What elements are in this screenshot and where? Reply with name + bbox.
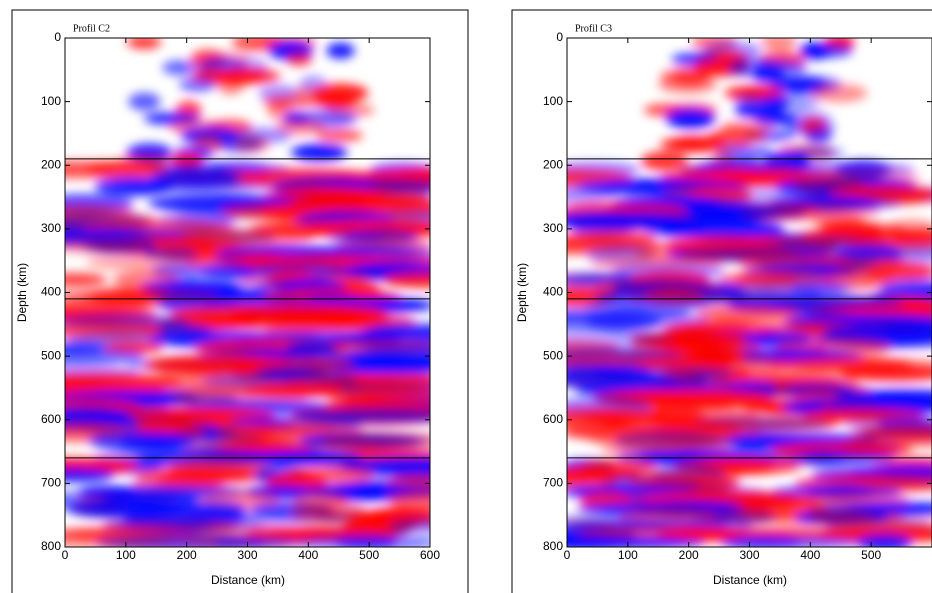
wave-blob: [382, 271, 430, 288]
wave-blob: [567, 534, 640, 547]
y-tick-label: 800: [41, 539, 61, 553]
y-axis-label: Depth (km): [515, 263, 529, 322]
x-tick-label: 300: [237, 548, 257, 562]
x-axis-label: Distance (km): [211, 573, 285, 587]
y-tick-label: 0: [556, 30, 563, 44]
wave-blob: [128, 92, 161, 111]
wave-blob: [840, 364, 932, 382]
wave-blob: [65, 163, 117, 176]
x-tick-label: 600: [420, 548, 440, 562]
wave-blob: [662, 388, 776, 409]
wave-blob: [657, 75, 718, 94]
wave-blob: [179, 77, 216, 92]
wave-blob: [811, 83, 868, 103]
y-tick-label: 600: [41, 412, 61, 426]
wave-blob: [162, 60, 197, 76]
y-tick-label: 700: [543, 476, 563, 490]
wave-blob: [665, 108, 716, 129]
x-tick-label: 500: [861, 548, 881, 562]
wave-blob: [387, 490, 430, 511]
y-tick-label: 600: [543, 412, 563, 426]
wave-blob: [640, 151, 688, 171]
x-tick-label: 0: [62, 548, 69, 562]
y-tick-label: 500: [543, 348, 563, 362]
x-tick-label: 400: [800, 548, 820, 562]
x-tick-label: 100: [618, 548, 638, 562]
panel-frame: [11, 9, 469, 593]
wave-blob: [233, 135, 271, 154]
y-tick-label: 100: [41, 94, 61, 108]
y-tick-label: 0: [54, 30, 61, 44]
wave-blob: [696, 305, 802, 323]
x-axis-label: Distance (km): [713, 573, 787, 587]
x-tick-label: 200: [679, 548, 699, 562]
y-tick-label: 700: [41, 476, 61, 490]
wave-blob: [286, 52, 313, 67]
wave-blob: [200, 263, 256, 280]
wave-blob: [644, 220, 705, 238]
y-tick-label: 400: [543, 285, 563, 299]
y-tick-label: 800: [543, 539, 563, 553]
wave-blob: [213, 536, 299, 547]
wave-blob: [721, 535, 800, 547]
y-tick-label: 300: [543, 221, 563, 235]
wave-blob: [315, 129, 364, 143]
panel-title: Profil C3: [575, 23, 612, 34]
x-tick-label: 100: [116, 548, 136, 562]
panel-frame: [511, 9, 932, 593]
wave-blob: [224, 312, 391, 332]
panel-title: Profil C2: [73, 23, 110, 34]
y-tick-label: 100: [543, 94, 563, 108]
y-tick-label: 400: [41, 285, 61, 299]
wave-blob: [336, 535, 398, 547]
wave-blob: [567, 186, 617, 203]
x-tick-label: 0: [564, 548, 571, 562]
wave-blob: [65, 535, 182, 547]
x-tick-label: 400: [298, 548, 318, 562]
x-tick-label: 500: [359, 548, 379, 562]
wave-field: [65, 38, 430, 547]
y-tick-label: 200: [543, 157, 563, 171]
y-axis-label: Depth (km): [15, 263, 29, 322]
wave-blob: [65, 238, 148, 254]
wave-blob: [388, 517, 430, 534]
wave-blob: [805, 128, 833, 143]
wave-blob: [65, 272, 108, 287]
wave-blob: [856, 534, 913, 547]
wave-blob: [275, 119, 326, 135]
wave-blob: [290, 143, 348, 162]
wave-blob: [110, 179, 267, 193]
wave-blob: [586, 312, 661, 333]
wave-blob: [88, 431, 184, 451]
wave-blob: [770, 76, 828, 94]
wave-blob: [65, 467, 115, 482]
x-tick-label: 200: [177, 548, 197, 562]
wave-blob: [326, 42, 355, 59]
x-tick-label: 300: [739, 548, 759, 562]
wave-blob: [668, 135, 725, 153]
wave-blob: [85, 160, 169, 179]
wave-blob: [760, 38, 798, 51]
wave-field: [567, 38, 932, 547]
y-tick-label: 300: [41, 221, 61, 235]
wave-blob: [754, 112, 796, 125]
wave-blob: [65, 347, 145, 365]
wave-blob: [126, 38, 162, 50]
y-tick-label: 200: [41, 157, 61, 171]
y-tick-label: 500: [41, 348, 61, 362]
wave-blob: [799, 41, 832, 60]
wave-blob: [217, 74, 245, 95]
